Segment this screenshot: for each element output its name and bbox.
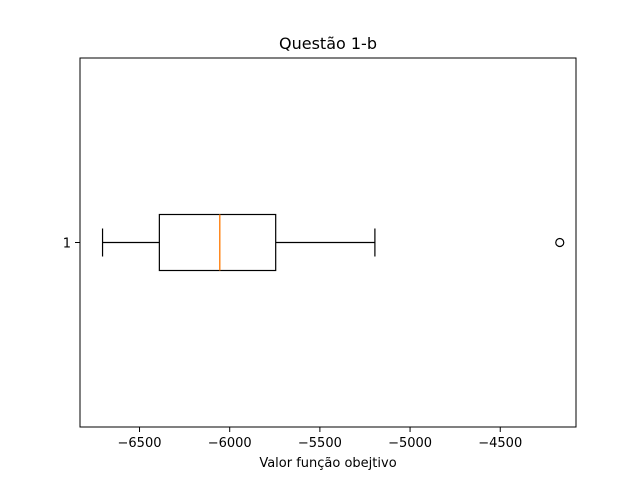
plot-area (101, 213, 565, 272)
chart-title: Questão 1-b (279, 34, 377, 53)
x-axis-label: Valor função obejtivo (259, 456, 396, 471)
outlier-point (555, 237, 565, 248)
x-tick-label: −4500 (478, 436, 522, 451)
x-axis: −6500 −6000 −5500 −5000 −4500 (118, 427, 522, 451)
x-tick-label: −5000 (388, 436, 432, 451)
x-tick-label: −5500 (298, 436, 342, 451)
iqr-box (158, 213, 277, 272)
x-tick-label: −6000 (208, 436, 252, 451)
y-tick-label: 1 (63, 237, 71, 252)
x-tick-label: −6500 (118, 436, 162, 451)
y-axis: 1 (63, 237, 80, 252)
